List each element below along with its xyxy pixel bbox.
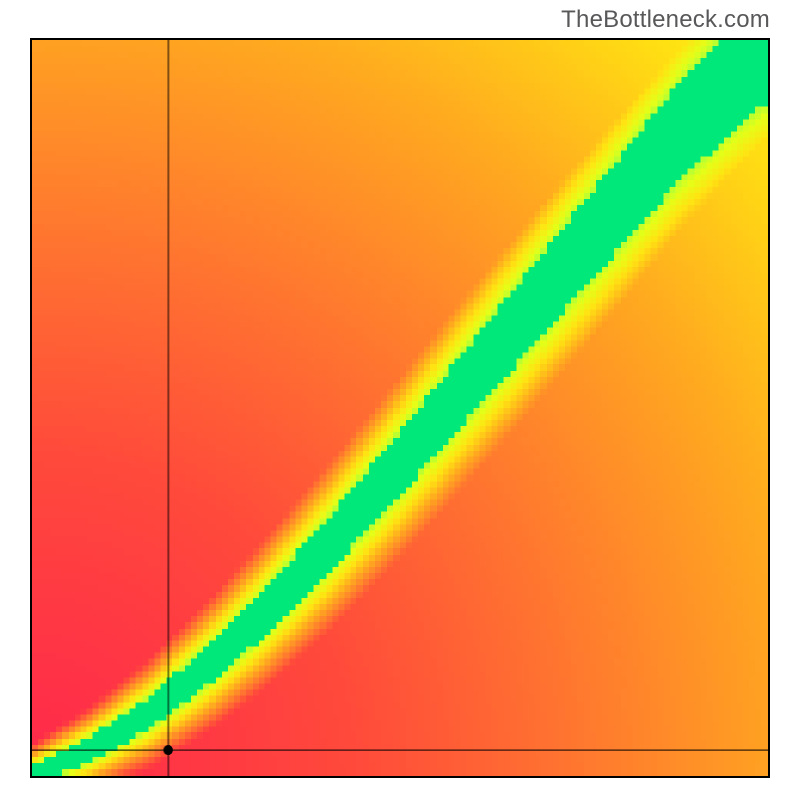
heatmap-plot <box>30 38 770 778</box>
heatmap-canvas <box>32 40 768 776</box>
watermark-text: TheBottleneck.com <box>561 6 770 34</box>
